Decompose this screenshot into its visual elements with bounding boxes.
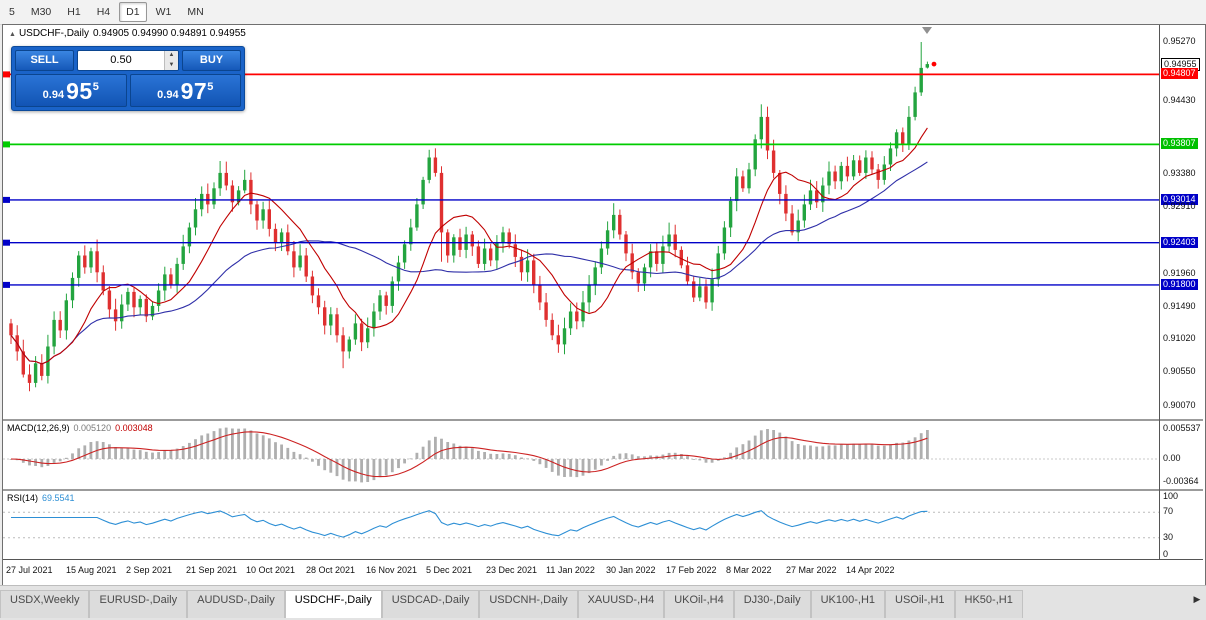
chart-tab-usoil-h1[interactable]: USOil-,H1 [885,590,955,618]
sell-price-display[interactable]: 0.94 95 5 [15,74,127,107]
chart-symbol-label: USDCHF-,Daily [18,28,89,39]
axis-label: 0.93380 [1163,168,1196,178]
sell-price-sup: 5 [92,81,99,93]
chart-ohlc-values: 0.94905 0.94990 0.94891 0.94955 [92,28,246,39]
axis-label: 0.90550 [1163,366,1196,376]
date-label: 5 Dec 2021 [426,565,473,575]
date-label: 27 Jul 2021 [6,565,53,575]
axis-label: 100 [1163,491,1179,501]
timeframe-button-d1[interactable]: D1 [119,2,147,22]
volume-field: 0.50 ▲ ▼ [77,50,179,71]
axis-label: 70 [1163,506,1174,516]
axis-label: 0.91490 [1163,301,1196,311]
chart-tab-usdchf-daily[interactable]: USDCHF-,Daily [284,590,382,618]
one-click-trading-panel: SELL 0.50 ▲ ▼ BUY 0.94 95 5 0.94 97 5 [11,46,245,111]
rsi-chart [3,510,1159,539]
timeframe-toolbar: 5 M30 H1 H4 D1 W1 MN [0,0,1206,25]
rsi-name: RSI(14) [7,493,39,503]
axis-label: 0.92910 [1163,201,1196,211]
date-label: 21 Sep 2021 [186,565,238,575]
time-axis-border [3,559,1203,560]
timeframe-button-5[interactable]: 5 [9,6,15,18]
macd-name: MACD(12,26,9) [7,423,70,433]
date-label: 23 Dec 2021 [486,565,538,575]
axis-label: 0 [1163,549,1169,559]
buy-price-sup: 5 [207,81,214,93]
volume-up-icon[interactable]: ▲ [168,52,175,58]
date-label: 10 Oct 2021 [246,565,296,575]
axis-label: 0.92403 [1161,237,1198,248]
axis-label: 0.005537 [1163,423,1201,433]
price-axis[interactable]: 0.95270 0.94955 0.94807 0.94430 0.93807 0.933… [1161,25,1205,559]
price-axis-border [1159,25,1160,559]
timeframe-button-h4[interactable]: H4 [96,6,111,18]
date-label: 15 Aug 2021 [66,565,117,575]
date-label: 16 Nov 2021 [366,565,418,575]
axis-label: 0.93014 [1161,194,1198,205]
rsi-indicator-label: RSI(14) 69.5541 [7,493,75,503]
chart-tab-uk100-h1[interactable]: UK100-,H1 [810,590,886,618]
axis-label: 0.91800 [1161,279,1198,290]
chart-title: ▲ USDCHF-,Daily 0.94905 0.94990 0.94891 0.… [9,28,246,39]
timeframe-button-w1[interactable]: W1 [155,6,172,18]
time-axis[interactable]: 27 Jul 2021 15 Aug 2021 2 Sep 2021 21 Sep 2… [3,560,1203,583]
tab-scroll-right-button[interactable]: ▶ [1193,594,1201,604]
chart-tab-eurusd-daily[interactable]: EURUSD-,Daily [89,590,188,618]
sell-button[interactable]: SELL [15,50,74,71]
panel-splitter[interactable] [3,419,1203,421]
axis-label: 30 [1163,532,1174,542]
collapse-panel-icon[interactable]: ▲ [9,31,16,38]
chart-tab-audusd-daily[interactable]: AUDUSD-,Daily [187,590,285,618]
timeframe-button-h1[interactable]: H1 [67,6,81,18]
chart-tab-usdcnh-daily[interactable]: USDCNH-,Daily [479,590,578,618]
volume-input[interactable]: 0.50 [110,54,132,66]
date-label: 30 Jan 2022 [606,565,656,575]
date-label: 2 Sep 2021 [126,565,173,575]
chart-tab-hk50-h1[interactable]: HK50-,H1 [954,590,1023,618]
candlestick-chart[interactable] [3,25,1159,419]
sell-price-prefix: 0.94 [42,89,65,101]
macd-signal-value: 0.003048 [115,423,153,433]
axis-label: 0.91020 [1163,333,1196,343]
date-label: 27 Mar 2022 [786,565,837,575]
macd-panel: MACD(12,26,9) 0.005120 0.003048 [3,421,1159,489]
chart-tab-dj30-daily[interactable]: DJ30-,Daily [733,590,811,618]
axis-label: 0.90070 [1163,400,1196,410]
chart-area: ▲ USDCHF-,Daily 0.94905 0.94990 0.94891 0.… [2,24,1206,586]
timeframe-button-mn[interactable]: MN [187,6,204,18]
axis-label: 0.91960 [1163,268,1196,278]
chart-tab-usdcad-daily[interactable]: USDCAD-,Daily [381,590,480,618]
date-label: 28 Oct 2021 [306,565,356,575]
volume-spinner: ▲ ▼ [164,51,178,70]
chart-tab-ukoil-h4[interactable]: UKOil-,H4 [664,590,734,618]
macd-indicator-label: MACD(12,26,9) 0.005120 0.003048 [7,423,153,433]
buy-price-display[interactable]: 0.94 97 5 [129,74,241,107]
date-label: 8 Mar 2022 [726,565,772,575]
axis-label: 0.94807 [1161,68,1198,79]
macd-chart [3,427,1159,483]
axis-label: 0.95270 [1163,36,1196,46]
axis-label: -0.00364 [1163,476,1199,486]
buy-price-prefix: 0.94 [157,89,179,101]
rsi-value: 69.5541 [42,493,75,503]
date-label: 14 Apr 2022 [846,565,895,575]
rsi-panel: RSI(14) 69.5541 [3,491,1159,559]
volume-down-icon[interactable]: ▼ [168,61,175,68]
buy-button[interactable]: BUY [182,50,241,71]
axis-label: 0.94430 [1163,95,1196,105]
date-label: 17 Feb 2022 [666,565,717,575]
timeframe-button-m30[interactable]: M30 [30,6,52,18]
macd-main-value: 0.005120 [73,423,112,433]
sell-price-big: 95 [66,78,93,104]
chart-tab-xauusd-h4[interactable]: XAUUSD-,H4 [577,590,665,618]
axis-label: 0.00 [1163,453,1181,463]
chart-tab-usdx-weekly[interactable]: USDX,Weekly [0,590,90,618]
axis-label: 0.93807 [1161,138,1198,149]
date-label: 11 Jan 2022 [546,565,595,575]
chart-tab-bar: USDX,Weekly EURUSD-,Daily AUDUSD-,Daily USD… [0,585,1206,620]
panel-splitter[interactable] [3,489,1203,491]
buy-price-big: 97 [180,78,208,104]
